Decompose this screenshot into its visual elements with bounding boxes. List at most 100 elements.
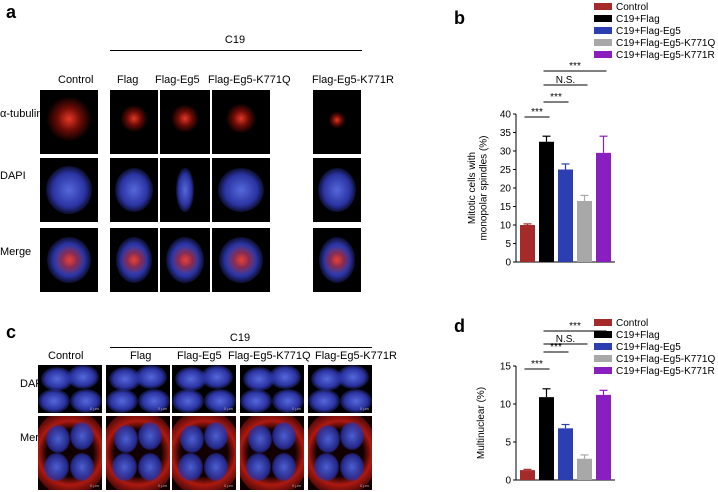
significance-label-2: N.S. [556,334,575,345]
nucleus [44,453,69,482]
nucleus [204,453,229,482]
membrane-signal [240,416,304,490]
panel-d-letter: d [454,316,465,336]
panel-c-letter: c [6,322,17,342]
scale-bar-label: 0 µm [90,483,99,488]
micrograph-tubulin-0 [40,90,98,154]
y-axis-label-line: monopolar spindles (%) [479,135,490,240]
significance-label-3: *** [569,321,581,332]
y-axis-label: Mitotic cells withmonopolar spindles (%) [467,135,490,240]
spindle-signal [54,244,84,276]
panel-a-row-label-2: Merge [0,246,32,258]
y-tick-label: 35 [500,128,512,139]
bar-4 [596,152,611,262]
panel-a-col-label-3: Flag-Eg5-K771Q [208,74,291,86]
y-tick-label: 20 [500,184,512,195]
nucleus [134,365,167,389]
panel-a-col-label-0: Control [58,74,94,86]
micrograph-dapi-0 [40,158,98,222]
bar-3 [577,458,592,480]
nucleus [179,424,204,453]
micrograph-merge-3: 0 µm [240,416,304,490]
nucleus [70,421,95,451]
panel-b-letter: b [454,8,465,28]
scale-bar-label: 0 µm [360,483,369,488]
micrograph-merge-1 [110,228,158,292]
nucleus [138,389,170,413]
y-tick-label: 5 [505,239,511,250]
nucleus [268,365,301,389]
scale-bar-label: 0 µm [158,406,167,411]
micrograph-merge-4: 0 µm [308,416,372,490]
micrograph-dapi-4: 0 µm [308,365,372,413]
scale-bar-label: 0 µm [158,483,167,488]
legend-label-4: C19+Flag-Eg5-K771R [616,50,715,61]
nucleus [172,389,204,413]
chromosome-signal [176,167,194,213]
legend-label-1: C19+Flag [616,330,660,341]
bar-4 [596,394,611,480]
panel-c-col-label-2: Flag-Eg5 [177,350,222,362]
micrograph-dapi-2 [160,158,210,222]
significance-label-1: *** [550,92,562,103]
significance-label-0: *** [531,359,543,370]
legend-label-4: C19+Flag-Eg5-K771R [616,366,715,377]
legend-label-0: Control [616,318,648,329]
micrograph-dapi-4 [313,158,361,222]
legend-swatch-0 [594,3,612,10]
y-tick-label: 10 [500,400,512,411]
nucleus [272,453,297,482]
nucleus [106,389,138,413]
membrane-signal [172,416,236,490]
significance-label-2: N.S. [556,75,575,86]
spindle-signal [171,104,199,133]
panel-c-group-line [110,347,372,348]
bar-0 [520,470,535,480]
y-tick-label: 15 [500,202,512,213]
bar-1 [539,141,554,262]
legend-swatch-1 [594,331,612,338]
legend-label-2: C19+Flag-Eg5 [616,26,681,37]
nucleus [38,389,70,413]
scale-bar-label: 0 µm [90,406,99,411]
y-tick-label: 10 [500,221,512,232]
micrograph-merge-0 [40,228,98,292]
micrograph-dapi-3 [212,158,270,222]
panel-c-col-label-3: Flag-Eg5-K771Q [228,350,311,362]
nucleus [204,421,229,451]
panel-a-group-label: C19 [224,34,246,46]
y-axis-label-line: Mitotic cells with [467,152,478,224]
nucleus [45,424,70,453]
micrograph-merge-2 [160,228,210,292]
y-tick-label: 15 [500,362,512,373]
spindle-signal [328,110,346,129]
nucleus [200,365,233,389]
micrograph-merge-3 [212,228,270,292]
legend-swatch-1 [594,15,612,22]
panel-c-col-label-4: Flag-Eg5-K771R [315,350,397,362]
legend-swatch-3 [594,355,612,362]
y-tick-label: 0 [505,476,511,487]
chromosome-signal [217,167,265,213]
nucleus [315,424,340,453]
micrograph-tubulin-4 [313,90,361,154]
panel-c-col-label-1: Flag [130,350,152,362]
nucleus [66,365,99,389]
legend-label-2: C19+Flag-Eg5 [616,342,681,353]
spindle-signal [172,244,198,276]
panel-c-group-label: C19 [229,332,251,344]
spindle-signal [122,244,146,276]
nucleus [247,424,272,453]
micrograph-tubulin-1 [110,90,158,154]
nucleus [70,453,95,482]
nucleus [340,421,365,451]
scale-bar-label: 0 µm [224,406,233,411]
micrograph-dapi-1: 0 µm [106,365,170,413]
nucleus [340,389,372,413]
legend-label-3: C19+Flag-Eg5-K771Q [616,38,715,49]
bar-1 [539,397,554,480]
micrograph-dapi-0: 0 µm [38,365,102,413]
bar-2 [558,169,573,262]
micrograph-dapi-2: 0 µm [172,365,236,413]
